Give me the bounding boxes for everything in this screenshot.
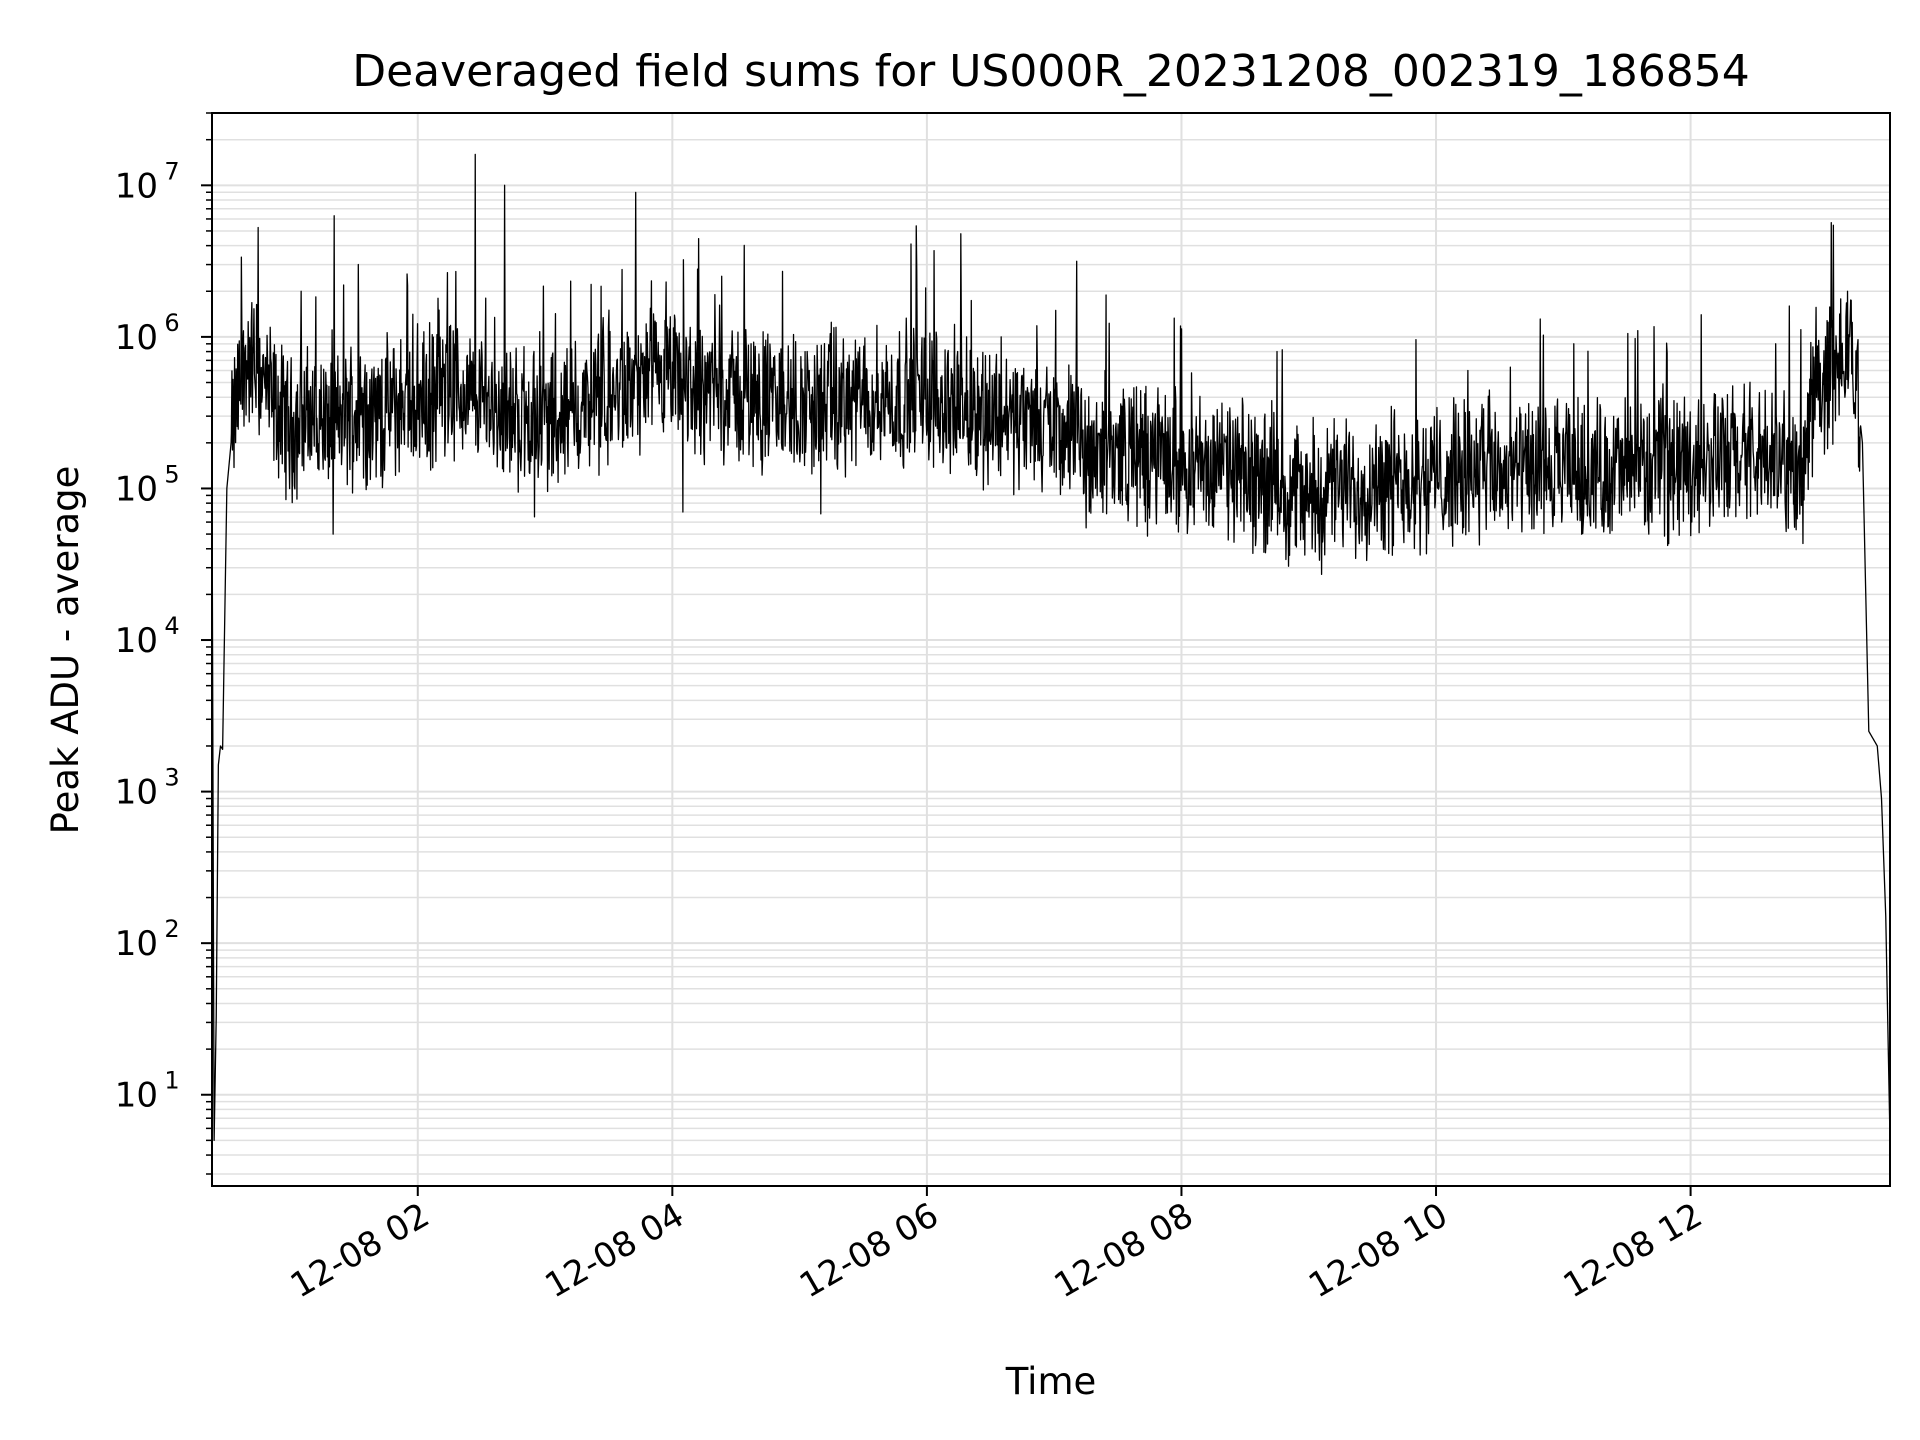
y-tick-exponent: 1 bbox=[164, 1067, 179, 1095]
y-tick-exponent: 7 bbox=[164, 157, 179, 185]
x-axis-label: Time bbox=[1005, 1360, 1097, 1403]
y-tick-label: 10 bbox=[115, 166, 158, 206]
y-tick-exponent: 6 bbox=[164, 309, 179, 337]
y-tick-exponent: 2 bbox=[164, 915, 179, 943]
chart-title: Deaveraged field sums for US000R_2023120… bbox=[352, 46, 1750, 97]
y-tick-label: 10 bbox=[115, 621, 158, 661]
y-tick-label: 10 bbox=[115, 469, 158, 509]
y-tick-label: 10 bbox=[115, 773, 158, 813]
y-tick-exponent: 4 bbox=[164, 612, 179, 640]
y-axis-label: Peak ADU - average bbox=[44, 466, 87, 835]
series-line bbox=[212, 153, 1890, 1142]
y-tick-label: 10 bbox=[115, 1076, 158, 1116]
plot-area bbox=[212, 153, 1890, 1142]
y-tick-label: 10 bbox=[115, 318, 158, 358]
y-tick-exponent: 3 bbox=[164, 764, 179, 792]
y-tick-exponent: 5 bbox=[164, 460, 179, 488]
plot-frame bbox=[211, 112, 1891, 1187]
y-tick-label: 10 bbox=[115, 924, 158, 964]
